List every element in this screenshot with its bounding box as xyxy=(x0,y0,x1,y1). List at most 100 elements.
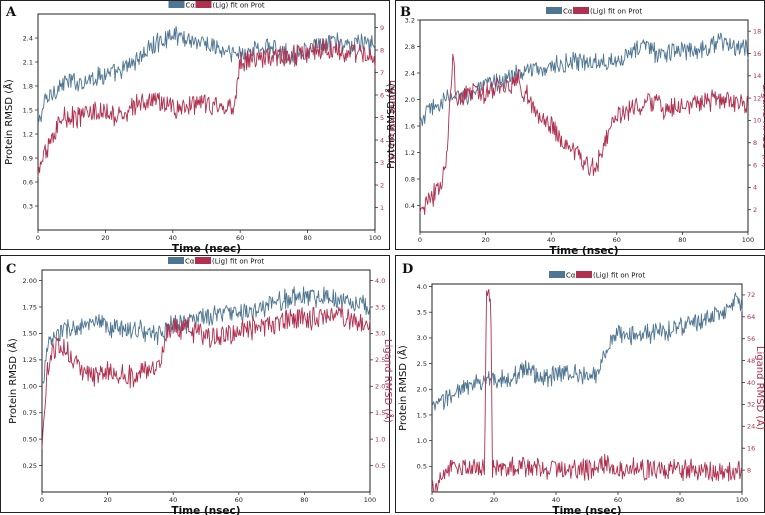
y-tick-label: 1.2 xyxy=(405,149,415,157)
x-tick-label: 80 xyxy=(303,234,311,242)
y-right-tick-label: 6 xyxy=(753,161,757,169)
y-right-tick-label: 18 xyxy=(753,27,761,35)
y-tick-label: 3.2 xyxy=(405,16,415,24)
y-right-tick-label: 48 xyxy=(747,357,755,365)
y-right-tick-label: 2.0 xyxy=(375,383,385,391)
y-tick-label: 0.3 xyxy=(23,202,33,210)
y-tick-label: 2.4 xyxy=(405,69,415,77)
y-tick-label: 0.5 xyxy=(417,463,427,471)
y-right-tick-label: 2.5 xyxy=(375,356,385,364)
x-tick-label: 60 xyxy=(614,496,622,504)
x-tick-label: 40 xyxy=(552,496,560,504)
panel-letter: C xyxy=(6,262,16,277)
x-tick-label: 0 xyxy=(430,496,434,504)
y-right-tick-label: 6 xyxy=(380,91,384,99)
y-tick-label: 2.5 xyxy=(417,360,427,368)
x-tick-label: 0 xyxy=(418,236,422,244)
x-tick-label: 60 xyxy=(613,236,621,244)
panel-frame xyxy=(395,0,765,250)
legend-swatch-ligand xyxy=(576,271,592,278)
y-tick-label: 2.1 xyxy=(23,58,33,66)
legend-label-protein: Cα xyxy=(563,8,573,16)
legend-swatch-ligand xyxy=(195,257,211,264)
y-right-tick-label: 8 xyxy=(747,466,751,474)
x-axis-label: Time (nsec) xyxy=(172,243,241,255)
y-tick-label: 1.50 xyxy=(23,330,37,338)
plot-area xyxy=(37,13,376,231)
y-right-tick-label: 14 xyxy=(753,72,761,80)
x-tick-label: 0 xyxy=(40,496,44,504)
y-tick-label: 2.4 xyxy=(23,34,33,42)
panel-B: B 0 20 40 60 80 100 0.4 0.8 1.2 1.6 2.0 2.4 2.8 3.2 2 4 6… xyxy=(384,0,765,257)
x-tick-label: 100 xyxy=(369,234,381,242)
y-right-tick-label: 7 xyxy=(380,69,384,77)
y-axis-label: Protein RMSD (Å) xyxy=(6,338,19,424)
y-right-axis-label: Ligand RMSD (Å) xyxy=(754,346,765,430)
y-tick-label: 1.6 xyxy=(405,122,415,130)
y-right-tick-label: 4.0 xyxy=(375,277,385,285)
ligand-rmsd-line xyxy=(419,53,749,216)
legend-label-protein: Cα xyxy=(186,2,196,10)
y-right-tick-label: 8 xyxy=(380,46,384,54)
protein-rmsd-line xyxy=(431,292,743,411)
x-axis-label: Time (nsec) xyxy=(171,505,240,515)
protein-rmsd-line xyxy=(419,32,749,127)
ligand-rmsd-line xyxy=(431,288,743,493)
legend-label-ligand: (Lig) fit on Prot xyxy=(590,8,642,16)
x-tick-label: 20 xyxy=(103,496,111,504)
y-right-tick-label: 9 xyxy=(380,24,384,32)
y-right-tick-label: 16 xyxy=(747,445,755,453)
y-tick-label: 0.75 xyxy=(23,409,37,417)
panel-frame xyxy=(0,255,390,513)
x-tick-label: 20 xyxy=(490,496,498,504)
panel-D: D 0 20 40 60 80 100 0.5 1.0 1.5 2.0 2.5 3.0 3.5 4.0 8 16… xyxy=(395,255,765,515)
y-tick-label: 0.8 xyxy=(405,175,415,183)
y-tick-label: 4.0 xyxy=(417,283,427,291)
protein-rmsd-line xyxy=(37,25,376,123)
y-right-tick-label: 1.0 xyxy=(375,435,385,443)
x-tick-label: 60 xyxy=(235,496,243,504)
y-tick-label: 0.9 xyxy=(23,154,33,162)
y-tick-label: 1.5 xyxy=(23,106,33,114)
y-tick-label: 2.00 xyxy=(23,277,37,285)
ligand-rmsd-line xyxy=(37,38,376,178)
panel-C: C 0 20 40 60 80 100 0.25 0.50 0.75 1.00 1.25 1.50 1.7… xyxy=(0,255,395,515)
y-right-axis-label: Ligand RMSD (Å) xyxy=(382,339,395,423)
y-right-tick-label: 0.5 xyxy=(375,462,385,470)
x-tick-label: 80 xyxy=(678,236,686,244)
y-right-tick-label: 2 xyxy=(753,206,757,214)
y-tick-label: 3.5 xyxy=(417,309,427,317)
panel-letter: A xyxy=(5,5,17,20)
y-right-tick-label: 10 xyxy=(753,117,761,125)
y-right-tick-label: 8 xyxy=(753,139,757,147)
y-right-tick-label: 1.5 xyxy=(375,409,385,417)
y-tick-label: 1.75 xyxy=(23,303,37,311)
y-right-tick-label: 72 xyxy=(747,291,755,299)
y-tick-label: 1.00 xyxy=(23,383,37,391)
y-tick-label: 3.0 xyxy=(417,334,427,342)
plot-area xyxy=(431,283,743,493)
y-tick-label: 0.4 xyxy=(405,202,415,210)
panel-A: A 0 20 40 60 80 100 0.3 0.6 0.9 1.2 1.5 1.8 2.1 2.4 1 2 3… xyxy=(0,0,400,255)
y-right-tick-label: 12 xyxy=(753,94,761,102)
y-right-tick-label: 24 xyxy=(747,423,755,431)
y-tick-label: 1.5 xyxy=(417,411,427,419)
y-tick-label: 2.8 xyxy=(405,43,415,51)
y-right-tick-label: 5 xyxy=(380,114,384,122)
y-axis-label: Protein RMSD (Å) xyxy=(2,79,15,165)
legend-swatch-ligand xyxy=(573,7,589,14)
y-right-tick-label: 4 xyxy=(380,136,384,144)
y-right-tick-label: 32 xyxy=(747,401,755,409)
panel-letter: D xyxy=(402,262,413,277)
y-tick-label: 0.6 xyxy=(23,178,33,186)
y-tick-label: 1.25 xyxy=(23,356,37,364)
y-right-axis-label: Ligand RMSD (Å) xyxy=(760,84,765,168)
x-tick-label: 100 xyxy=(742,236,754,244)
y-right-tick-label: 56 xyxy=(747,335,755,343)
legend-label-protein: Cα xyxy=(185,258,195,266)
y-right-tick-label: 3 xyxy=(380,159,384,167)
y-right-tick-label: 1 xyxy=(380,204,384,212)
x-tick-label: 40 xyxy=(169,496,177,504)
x-tick-label: 40 xyxy=(547,236,555,244)
